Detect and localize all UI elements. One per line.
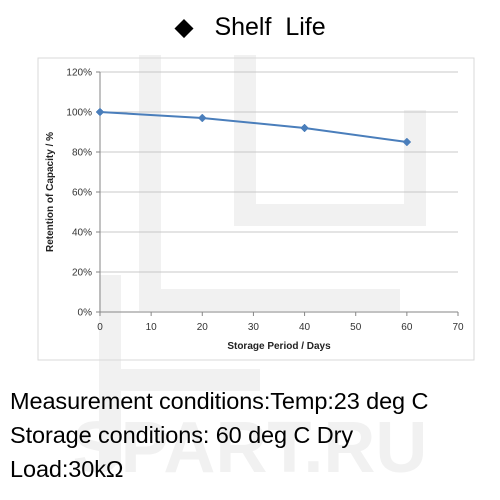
- x-tick-label: 0: [97, 322, 103, 333]
- measurement-conditions-text: Measurement conditions:Temp:23 deg C: [10, 388, 429, 414]
- page-title: ◆ Shelf Life: [174, 13, 326, 41]
- x-tick-label: 70: [452, 322, 464, 333]
- y-tick-label: 120%: [66, 68, 92, 79]
- y-tick-label: 40%: [72, 228, 92, 239]
- x-tick-label: 60: [401, 322, 413, 333]
- data-point: [95, 107, 105, 117]
- load-text: Load:30kΩ: [10, 456, 124, 482]
- y-tick-label: 20%: [72, 268, 92, 279]
- data-point: [197, 113, 207, 123]
- y-tick-label: 80%: [72, 148, 92, 159]
- x-axis-label: Storage Period / Days: [227, 341, 331, 352]
- x-tick-label: 20: [197, 322, 209, 333]
- y-tick-label: 60%: [72, 188, 92, 199]
- x-tick-label: 40: [299, 322, 311, 333]
- x-tick-label: 10: [146, 322, 158, 333]
- y-tick-label: 0%: [78, 308, 93, 319]
- y-tick-label: 100%: [66, 108, 92, 119]
- series-line: [99, 111, 407, 143]
- x-tick-label: 50: [350, 322, 362, 333]
- storage-conditions-text: Storage conditions: 60 deg C Dry: [10, 422, 353, 448]
- data-point: [300, 123, 309, 133]
- chart-frame: [37, 57, 475, 361]
- data-point: [402, 137, 412, 147]
- x-tick-label: 30: [248, 322, 260, 333]
- y-axis-label: Retention of Capacity / %: [45, 132, 56, 252]
